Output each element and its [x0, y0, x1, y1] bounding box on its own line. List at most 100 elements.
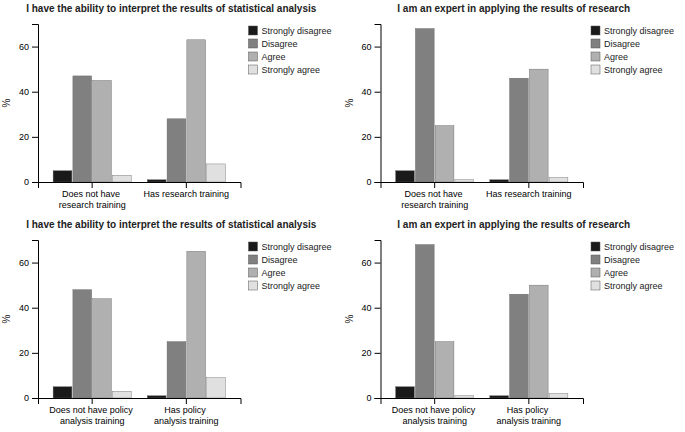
panel: I have the ability to interpret the resu… — [1, 3, 332, 210]
tick-label: 20 — [361, 132, 371, 142]
legend-label: Strongly agree — [604, 281, 663, 291]
plot-area: Does not have policy analysis trainingHa… — [344, 241, 675, 426]
tick-mark — [32, 137, 38, 138]
legend-label: Strongly disagree — [262, 242, 332, 252]
legend-item: Disagree — [249, 39, 298, 49]
bar — [510, 78, 529, 182]
text-line: Does not have policy — [392, 405, 478, 415]
x-axis: Does not have policy analysis training Ha… — [39, 398, 242, 426]
text-line: Does not have policy — [49, 405, 135, 415]
legend-label: Strongly disagree — [604, 242, 674, 252]
legend-label: Agree — [262, 268, 286, 278]
tick-label: Does not have policy analysis training — [49, 405, 135, 425]
tick-mark — [186, 398, 187, 404]
y-axis: 0204060 — [361, 25, 381, 188]
axis-line — [375, 241, 382, 399]
legend-swatch — [249, 26, 258, 35]
bar — [167, 119, 186, 182]
tick-mark — [528, 398, 529, 404]
legend-item: Strongly agree — [249, 65, 321, 75]
tick: 0 — [366, 393, 380, 403]
tick-mark — [32, 263, 38, 264]
bar — [415, 245, 434, 398]
tick-mark — [92, 182, 93, 188]
legend-label: Disagree — [262, 39, 298, 49]
tick-label: Has policy analysis training — [154, 405, 219, 425]
legend: Strongly disagree Disagree Agree Strongly a… — [591, 26, 674, 75]
bar — [187, 251, 206, 398]
bar — [529, 69, 548, 182]
legend-swatch — [249, 255, 258, 264]
text-line: Has policy — [507, 405, 551, 415]
axis-title: % — [344, 314, 355, 323]
bar — [455, 396, 474, 398]
legend-swatch — [249, 52, 258, 61]
legend-label: Disagree — [604, 39, 640, 49]
tick-label: 20 — [19, 348, 29, 358]
plot-area: Does not have research training Has resea… — [1, 25, 332, 210]
tick-mark — [528, 182, 529, 188]
legend-swatch — [591, 52, 600, 61]
tick: Has policy analysis training — [497, 398, 562, 426]
legend-swatch — [249, 268, 258, 277]
tick-label: Does not have research training — [401, 189, 468, 209]
chart-title: I am an expert in applying the results o… — [397, 3, 630, 14]
tick: Has policy analysis training — [154, 398, 219, 426]
legend-item: Disagree — [249, 255, 298, 265]
legend-swatch — [591, 242, 600, 251]
tick: 60 — [19, 42, 38, 52]
tick-mark — [32, 308, 38, 309]
legend-label: Strongly agree — [262, 281, 321, 291]
tick-label: Has policy analysis training — [497, 405, 562, 425]
bar — [147, 180, 166, 182]
legend-item: Strongly disagree — [591, 242, 674, 252]
axis-line — [32, 25, 39, 183]
tick-label: 0 — [366, 177, 371, 187]
tick-label: Has research training — [144, 189, 230, 199]
tick-label: 20 — [19, 132, 29, 142]
tick-mark — [375, 308, 381, 309]
tick: 40 — [361, 303, 380, 313]
legend-item: Disagree — [591, 39, 640, 49]
bar — [207, 378, 226, 398]
tick: Does not have research training — [59, 182, 126, 210]
y-axis: 0204060 — [19, 241, 39, 404]
legend-item: Agree — [591, 52, 628, 62]
tick-mark — [375, 182, 381, 183]
bar — [490, 396, 509, 398]
tick: Does not have research training — [401, 182, 468, 210]
tick: Does not have policy analysis training — [49, 398, 135, 426]
tick: 0 — [24, 393, 38, 403]
legend-item: Strongly disagree — [249, 26, 332, 36]
bar — [415, 29, 434, 182]
legend-label: Strongly disagree — [604, 26, 674, 36]
axis-line — [381, 399, 584, 405]
tick-mark — [186, 182, 187, 188]
legend: Strongly disagree Disagree Agree Strongly a… — [249, 242, 332, 291]
chart-title: I have the ability to interpret the resu… — [26, 219, 317, 230]
panel: I am an expert in applying the results o… — [344, 3, 675, 210]
tick: 60 — [19, 258, 38, 268]
axis-title: % — [1, 314, 12, 323]
tick-mark — [32, 47, 38, 48]
legend-label: Disagree — [262, 255, 298, 265]
bar — [207, 164, 226, 182]
tick-mark — [434, 182, 435, 188]
legend-swatch — [249, 65, 258, 74]
panel: I have the ability to interpret the resu… — [1, 219, 332, 426]
tick-label: 40 — [361, 303, 371, 313]
legend-swatch — [591, 65, 600, 74]
legend-swatch — [591, 281, 600, 290]
legend-item: Strongly agree — [591, 65, 663, 75]
text-line: analysis training — [402, 416, 467, 426]
tick-mark — [92, 398, 93, 404]
tick-mark — [32, 92, 38, 93]
bar — [93, 80, 112, 182]
legend-item: Strongly disagree — [591, 26, 674, 36]
legend-item: Disagree — [591, 255, 640, 265]
tick: Has research training — [486, 182, 572, 199]
bar — [435, 342, 454, 398]
text-line: analysis training — [497, 416, 562, 426]
tick-mark — [375, 137, 381, 138]
bars — [53, 251, 225, 398]
